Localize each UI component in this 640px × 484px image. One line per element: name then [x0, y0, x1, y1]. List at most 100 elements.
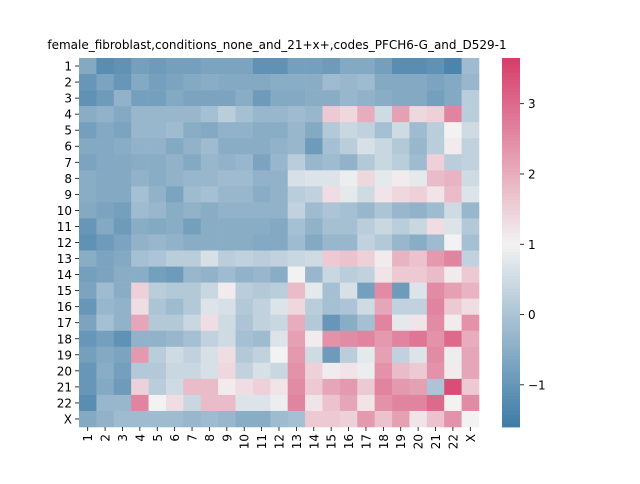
heatmap-cell [357, 90, 375, 107]
heatmap-cell [426, 58, 445, 75]
y-tick-label: 16 [57, 300, 72, 314]
heatmap-cell [444, 218, 462, 235]
heatmap-cell [131, 330, 149, 348]
heatmap-cell [252, 282, 271, 299]
heatmap-cell [79, 362, 97, 380]
heatmap-cell [444, 58, 462, 75]
heatmap-cell [374, 394, 393, 412]
heatmap-cell [252, 410, 271, 428]
heatmap-cell [322, 362, 341, 380]
heatmap-cell [392, 218, 410, 235]
heatmap-cell [339, 90, 358, 107]
heatmap-cell [165, 346, 184, 364]
heatmap-cell [183, 106, 202, 123]
heatmap-cell [235, 394, 254, 412]
heatmap-cell [392, 138, 410, 155]
heatmap-cell [444, 282, 462, 299]
heatmap-cell [148, 170, 167, 187]
heatmap-cell [426, 154, 445, 171]
heatmap-cell [409, 314, 428, 332]
heatmap-cell [113, 106, 132, 123]
heatmap-cell [113, 74, 132, 91]
heatmap-cell [305, 410, 323, 428]
heatmap-cell [148, 378, 167, 396]
heatmap-cell [131, 394, 149, 412]
colorbar-segment [502, 251, 520, 256]
colorbar-segment [502, 211, 520, 216]
colorbar-segment [502, 230, 520, 234]
heatmap-cell [200, 250, 219, 267]
heatmap-cell [235, 106, 254, 123]
heatmap-cell [131, 346, 149, 364]
heatmap-cell [426, 394, 445, 412]
heatmap-cell [305, 394, 323, 412]
heatmap-cell [96, 298, 115, 315]
heatmap-cell [426, 378, 445, 396]
heatmap-cell [218, 170, 236, 187]
heatmap-cell [218, 122, 236, 139]
heatmap-cell [148, 186, 167, 203]
heatmap-cell [392, 186, 410, 203]
colorbar-segment [502, 196, 520, 200]
heatmap-cell [79, 218, 97, 235]
heatmap-cell [200, 282, 219, 299]
colorbar-segment [502, 94, 520, 99]
heatmap-cell [426, 122, 445, 139]
heatmap-cell [305, 138, 323, 155]
heatmap-cell [200, 218, 219, 235]
heatmap-cell [183, 138, 202, 155]
heatmap-cell [426, 282, 445, 299]
heatmap-cell [218, 186, 236, 203]
heatmap-cell [252, 170, 271, 187]
colorbar-segment [502, 310, 520, 314]
colorbar-segment [502, 294, 520, 299]
colorbar-segment [502, 340, 520, 345]
heatmap-cell [96, 74, 115, 91]
heatmap-cell [96, 394, 115, 412]
colorbar-segment [502, 168, 520, 173]
colorbar-segment [502, 254, 520, 259]
heatmap-cell [357, 394, 375, 412]
heatmap-cell [79, 298, 97, 315]
heatmap-cell [374, 234, 393, 251]
heatmap-cell [339, 58, 358, 75]
heatmap-cell [200, 58, 219, 75]
heatmap-cell [287, 330, 306, 348]
heatmap-cell [357, 170, 375, 187]
y-tick-label: 21 [57, 380, 72, 394]
colorbar-segment [502, 337, 520, 342]
heatmap-cell [374, 170, 393, 187]
heatmap-cell [252, 330, 271, 348]
heatmap-cell [305, 330, 323, 348]
y-tick-label: 9 [64, 188, 72, 202]
heatmap-cell [357, 282, 375, 299]
heatmap-cell [461, 394, 480, 412]
heatmap-cell [200, 330, 219, 348]
heatmap-cell [252, 74, 271, 91]
heatmap-cell [409, 138, 428, 155]
colorbar-segment [502, 420, 520, 425]
heatmap-cell [148, 154, 167, 171]
y-tick-label: 14 [57, 268, 72, 282]
heatmap-cell [461, 74, 480, 91]
heatmap-cell [252, 298, 271, 315]
colorbar-segment [502, 165, 520, 170]
heatmap-cell [148, 74, 167, 91]
heatmap-cell [374, 346, 393, 364]
heatmap-cell [461, 154, 480, 171]
colorbar-segment [502, 141, 520, 145]
colorbar-segment [502, 88, 520, 93]
x-tick-label: 11 [255, 434, 269, 449]
colorbar-segment [502, 282, 520, 286]
colorbar-segment [502, 276, 520, 280]
heatmap-cell [409, 58, 428, 75]
heatmap-cell [200, 90, 219, 107]
heatmap-cell [96, 314, 115, 332]
colorbar-segment [502, 67, 520, 71]
heatmap-cell [183, 218, 202, 235]
heatmap-cell [113, 58, 132, 75]
heatmap-cell [305, 346, 323, 364]
heatmap-cell [165, 266, 184, 283]
heatmap-cell [305, 122, 323, 139]
